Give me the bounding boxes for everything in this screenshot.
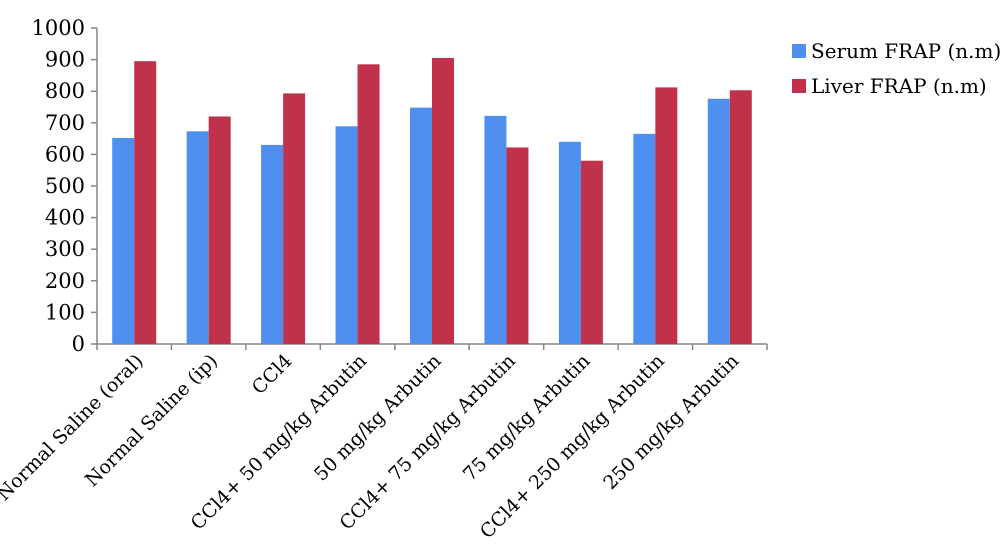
bar-liver-7 xyxy=(655,87,678,345)
y-tick-label: 400 xyxy=(45,206,85,230)
bar-liver-8 xyxy=(729,90,752,344)
x-category-label: Normal Saline (oral) xyxy=(0,350,148,505)
y-tick-label: 0 xyxy=(72,332,85,356)
bar-liver-2 xyxy=(283,93,306,344)
legend-swatch xyxy=(792,44,806,58)
bar-liver-5 xyxy=(506,147,529,344)
y-axis: 0 100 200 300 400 500 600 700 800 900 1000 xyxy=(32,16,98,356)
x-category-label: 75 mg/kg Arbutin xyxy=(459,350,595,486)
bar-liver-6 xyxy=(580,160,603,344)
bar-serum-2 xyxy=(261,144,284,344)
legend-swatch xyxy=(792,79,806,93)
y-tick-label: 300 xyxy=(45,237,85,261)
bar-serum-7 xyxy=(633,133,656,344)
bar-serum-1 xyxy=(186,131,209,344)
y-tick-label: 200 xyxy=(45,269,85,293)
bar-serum-6 xyxy=(558,141,581,344)
legend-label: Liver FRAP (n.m) xyxy=(811,74,987,98)
y-tick-label: 900 xyxy=(45,48,85,72)
bar-serum-3 xyxy=(335,126,358,344)
legend: Serum FRAP (n.m) Liver FRAP (n.m) xyxy=(792,39,1000,98)
bar-liver-0 xyxy=(134,61,157,345)
bars-group xyxy=(112,58,752,345)
bar-serum-8 xyxy=(707,98,730,344)
legend-label: Serum FRAP (n.m) xyxy=(811,39,1000,63)
y-tick-label: 1000 xyxy=(32,16,85,40)
bar-serum-4 xyxy=(410,107,432,344)
y-tick-label: 600 xyxy=(45,142,85,166)
bar-serum-0 xyxy=(112,137,135,344)
x-axis xyxy=(96,343,768,350)
y-tick-label: 800 xyxy=(45,79,85,103)
bar-liver-3 xyxy=(357,64,380,344)
bar-liver-4 xyxy=(432,58,454,345)
y-tick-label: 500 xyxy=(45,174,85,198)
x-category-label: Normal Saline (ip) xyxy=(81,350,222,491)
y-tick-label: 100 xyxy=(45,300,85,324)
x-category-label: 250 mg/kg Arbutin xyxy=(599,350,743,494)
x-category-label: CCl4 xyxy=(248,350,297,399)
x-category-label: 50 mg/kg Arbutin xyxy=(310,350,446,486)
category-labels: Normal Saline (oral)Normal Saline (ip) CC… xyxy=(0,350,743,543)
bar-liver-1 xyxy=(208,116,231,344)
y-tick-label: 700 xyxy=(45,111,85,135)
bar-serum-5 xyxy=(484,115,507,345)
